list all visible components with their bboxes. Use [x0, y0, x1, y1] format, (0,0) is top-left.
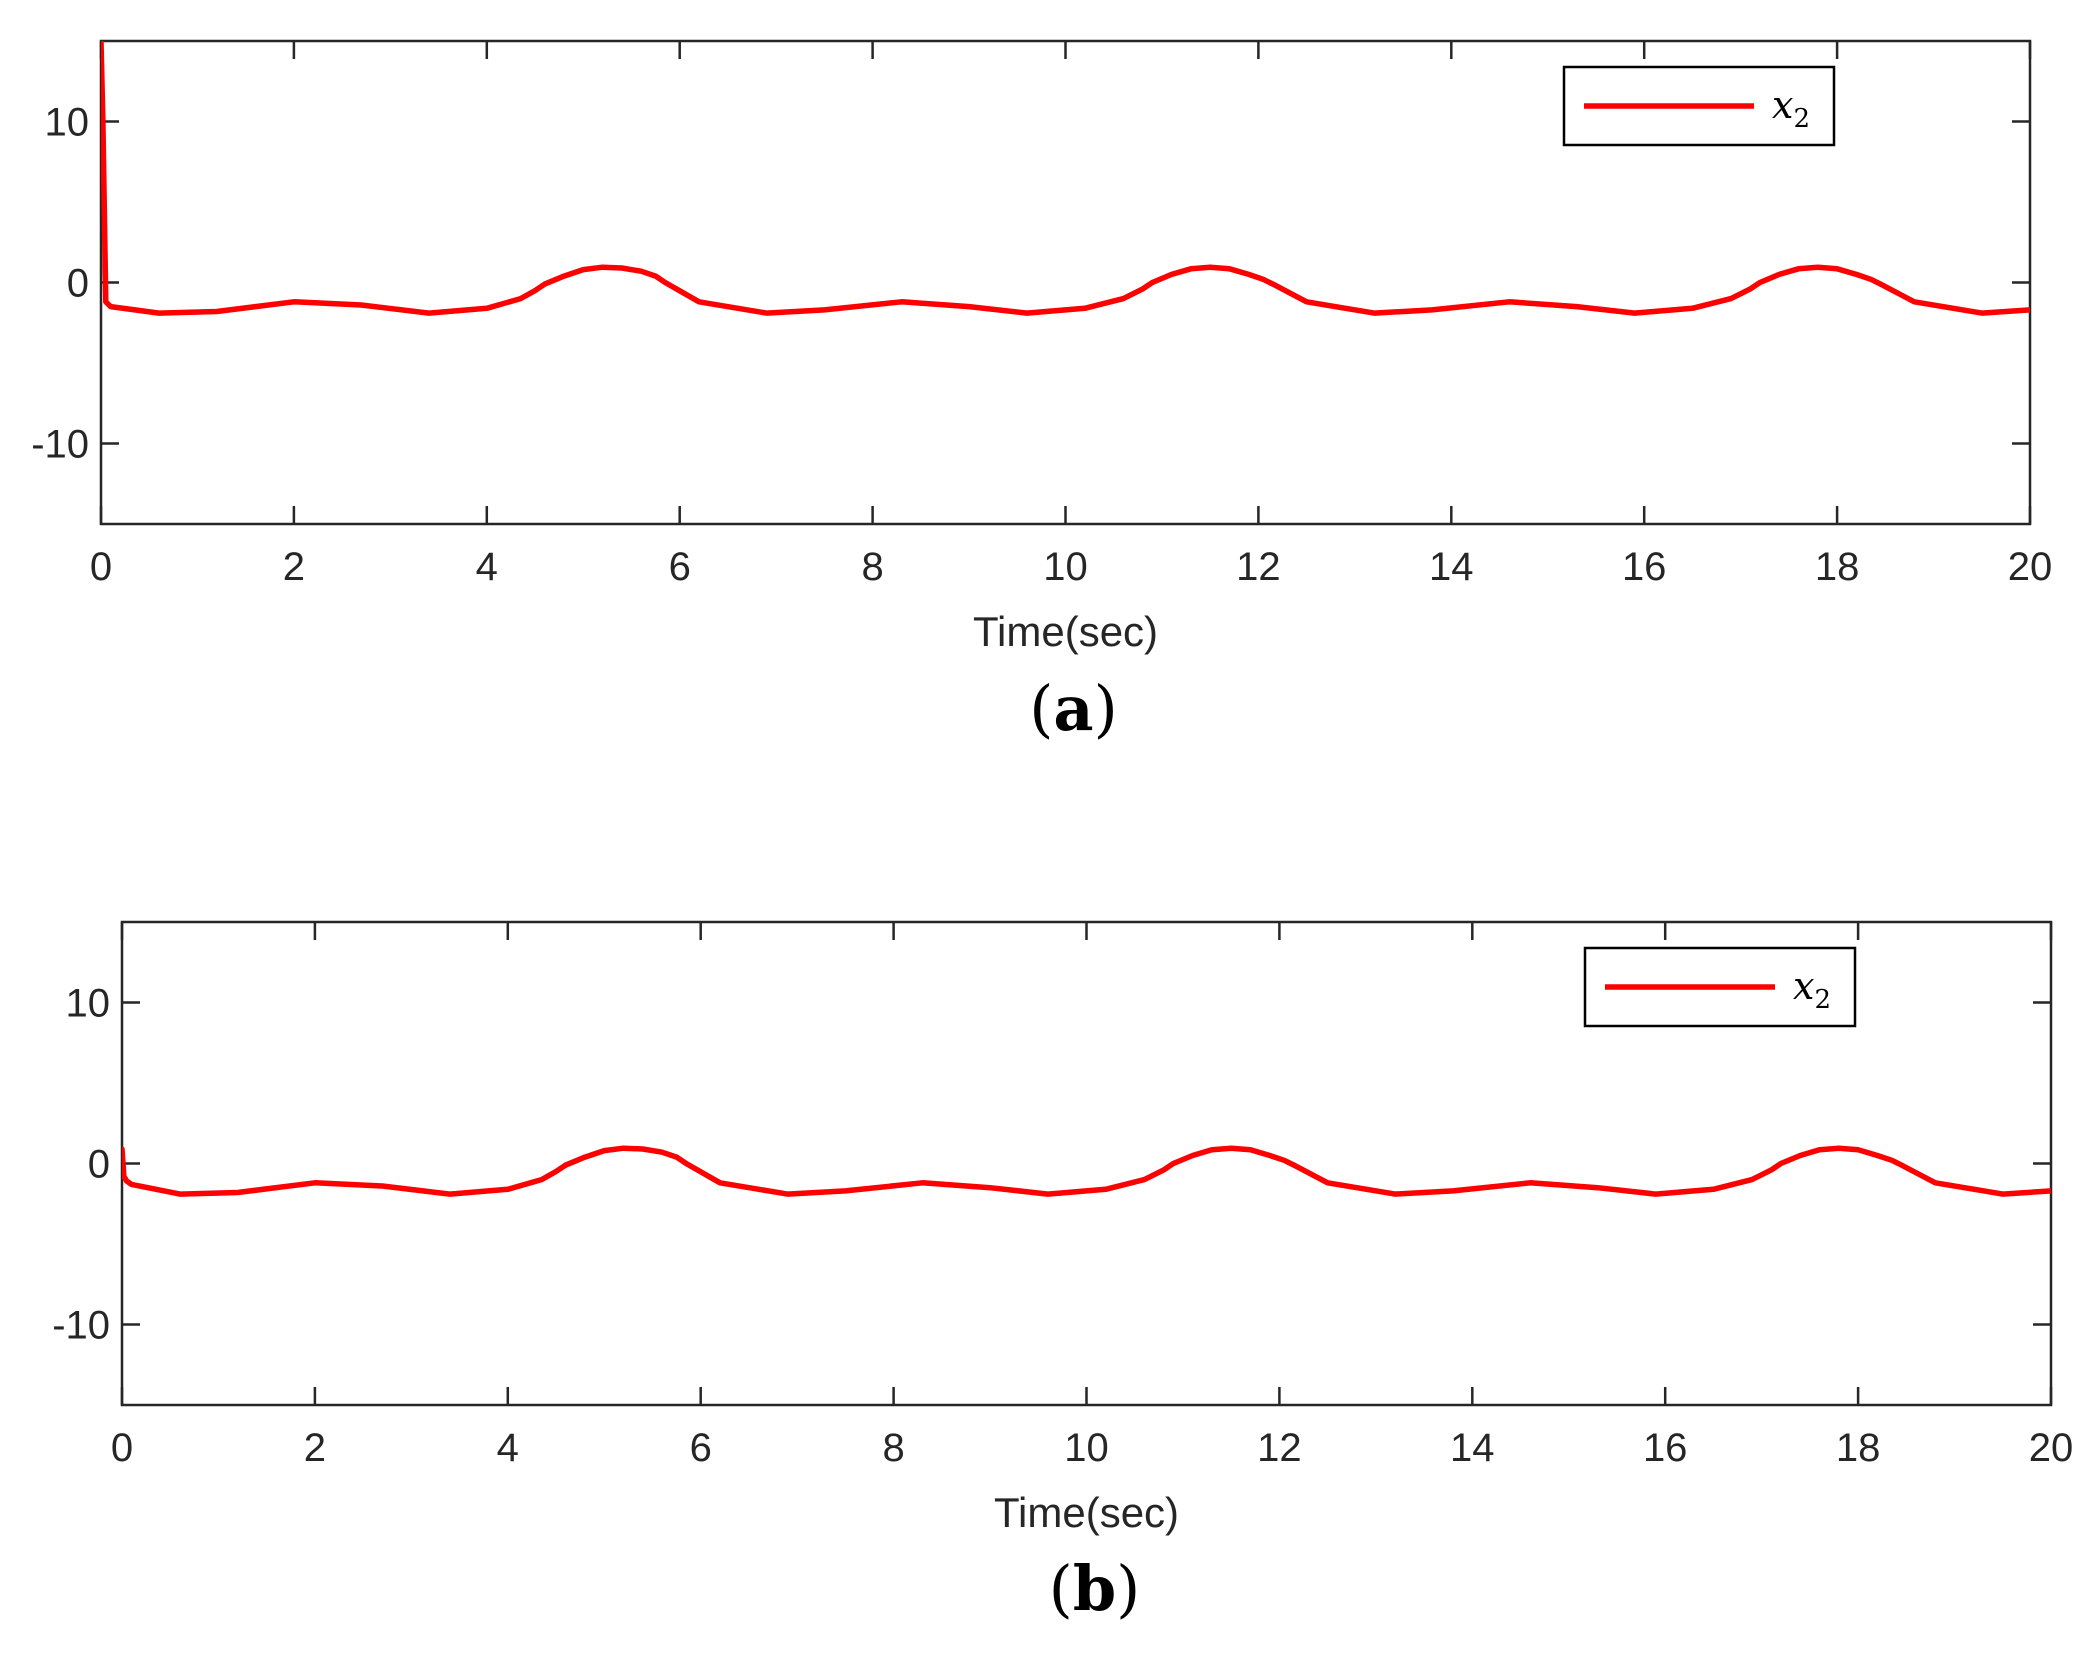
x-tick-label: 0	[90, 545, 112, 589]
legend-label: x2	[1793, 964, 1831, 1015]
x-tick-label: 4	[497, 1426, 519, 1470]
panel-label: (b)	[1049, 1552, 1141, 1625]
x-tick-label: 10	[1064, 1426, 1109, 1470]
legend-label-name: x	[1772, 83, 1793, 127]
series-line-x2	[101, 41, 2030, 316]
x-tick-label: 18	[1836, 1426, 1881, 1470]
x-tick-label: 6	[690, 1426, 712, 1470]
legend-label-subscript: 2	[1793, 104, 1810, 134]
x-tick-label: 20	[2029, 1426, 2074, 1470]
x-axis-label: Time(sec)	[973, 608, 1158, 655]
x-axis-label: Time(sec)	[994, 1489, 1179, 1536]
legend: x2	[1583, 946, 1857, 1028]
y-tick-label: 10	[66, 982, 111, 1026]
x-tick-label: 20	[2008, 545, 2053, 589]
x-tick-label: 2	[304, 1426, 326, 1470]
x-tick-label: 16	[1643, 1426, 1688, 1470]
panel-label-letter: a	[1053, 672, 1093, 745]
x-tick-label: 10	[1043, 545, 1088, 589]
panel-label-letter: b	[1073, 1552, 1116, 1625]
x-tick-label: 14	[1429, 545, 1474, 589]
y-tick-label: -10	[52, 1304, 110, 1348]
x-tick-label: 8	[861, 545, 883, 589]
x-tick-label: 2	[283, 545, 305, 589]
x-tick-label: 12	[1236, 545, 1281, 589]
x-tick-label: 4	[476, 545, 498, 589]
x-tick-label: 0	[111, 1426, 133, 1470]
x-tick-label: 18	[1815, 545, 1860, 589]
x-tick-label: 6	[669, 545, 691, 589]
legend-label: x2	[1772, 83, 1810, 134]
x-tick-label: 14	[1450, 1426, 1495, 1470]
series-line-x2	[122, 1145, 2051, 1197]
y-tick-label: 0	[88, 1143, 110, 1187]
y-tick-label: 0	[67, 262, 89, 306]
x-tick-label: 16	[1622, 545, 1667, 589]
legend-label-name: x	[1793, 964, 1814, 1008]
x-tick-label: 8	[882, 1426, 904, 1470]
x-tick-label: 12	[1257, 1426, 1302, 1470]
y-tick-label: -10	[31, 423, 89, 467]
legend-label-subscript: 2	[1814, 985, 1831, 1015]
y-tick-label: 10	[45, 101, 90, 145]
legend: x2	[1562, 65, 1836, 147]
panel-label: (a)	[1029, 672, 1118, 745]
